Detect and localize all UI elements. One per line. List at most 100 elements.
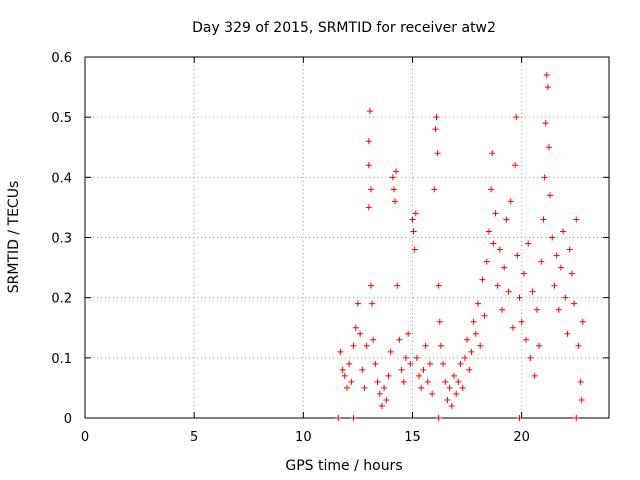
- data-point: [350, 415, 357, 421]
- data-point: [442, 378, 449, 385]
- data-point: [499, 306, 506, 313]
- data-point: [385, 372, 392, 379]
- x-tick-label: 0: [81, 430, 89, 445]
- x-tick-label: 10: [295, 430, 312, 445]
- data-point: [516, 415, 523, 421]
- data-point: [370, 336, 377, 343]
- data-point: [457, 360, 464, 367]
- data-point: [396, 336, 403, 343]
- data-point: [525, 240, 532, 247]
- data-point: [568, 270, 575, 277]
- data-point: [488, 186, 495, 193]
- data-point: [538, 258, 545, 265]
- data-point: [435, 415, 442, 421]
- y-tick-label: 0.1: [51, 352, 72, 367]
- data-point: [346, 360, 353, 367]
- data-point: [475, 300, 481, 307]
- data-point: [578, 396, 585, 403]
- data-point: [571, 300, 578, 307]
- data-point: [368, 186, 375, 193]
- data-point: [392, 198, 399, 205]
- y-axis-label: SRMTID / TECUs: [6, 181, 22, 294]
- data-point: [381, 384, 388, 391]
- data-point: [485, 228, 492, 235]
- data-point: [496, 246, 503, 253]
- data-point: [400, 378, 407, 385]
- data-point: [541, 174, 548, 181]
- data-point: [407, 360, 414, 367]
- data-point: [429, 390, 436, 397]
- data-point: [560, 228, 567, 235]
- data-point: [434, 150, 441, 157]
- data-point: [410, 228, 417, 235]
- data-point: [365, 162, 372, 169]
- data-point: [412, 210, 419, 217]
- data-point: [579, 318, 586, 325]
- data-point: [472, 330, 479, 337]
- data-point: [369, 300, 376, 307]
- data-point: [492, 210, 499, 217]
- data-point: [513, 114, 520, 121]
- data-point: [405, 330, 412, 337]
- data-point: [520, 270, 527, 277]
- data-point: [366, 108, 373, 115]
- data-point: [494, 282, 501, 289]
- data-point: [505, 288, 512, 295]
- data-point: [348, 378, 355, 385]
- data-point: [372, 360, 379, 367]
- data-point: [573, 415, 580, 421]
- data-point: [374, 378, 381, 385]
- data-point: [432, 126, 439, 133]
- y-tick-label: 0.6: [51, 51, 72, 66]
- data-point: [387, 348, 394, 355]
- data-point: [533, 306, 540, 313]
- y-tick-label: 0.2: [51, 292, 72, 307]
- data-point: [402, 354, 409, 361]
- chart-title: Day 329 of 2015, SRMTID for receiver atw…: [192, 20, 496, 36]
- data-point: [383, 396, 390, 403]
- data-point: [523, 336, 530, 343]
- data-point: [431, 186, 438, 193]
- data-point: [555, 306, 562, 313]
- data-point: [466, 366, 473, 373]
- data-point: [341, 372, 348, 379]
- data-point: [365, 138, 372, 145]
- data-point: [424, 378, 431, 385]
- data-point: [444, 396, 451, 403]
- data-point: [436, 318, 443, 325]
- data-point: [566, 246, 573, 253]
- data-point: [507, 198, 514, 205]
- data-point: [503, 216, 510, 223]
- data-point: [440, 360, 447, 367]
- data-points: [335, 72, 586, 421]
- y-tick-label: 0: [64, 412, 72, 427]
- data-point: [527, 354, 534, 361]
- data-point: [357, 330, 364, 337]
- data-point: [411, 246, 418, 253]
- data-point: [409, 216, 416, 223]
- data-point: [361, 384, 368, 391]
- data-point: [433, 114, 440, 121]
- data-point: [551, 282, 558, 289]
- x-axis-label: GPS time / hours: [285, 458, 402, 474]
- data-point: [516, 294, 523, 301]
- data-point: [470, 318, 477, 325]
- data-point: [359, 366, 366, 373]
- data-point: [435, 282, 442, 289]
- data-point: [337, 348, 344, 355]
- data-point: [352, 324, 359, 331]
- data-point: [575, 342, 582, 349]
- data-point: [420, 366, 427, 373]
- y-tick-label: 0.3: [51, 232, 72, 247]
- data-point: [514, 252, 521, 259]
- data-point: [344, 384, 350, 391]
- data-point: [393, 168, 400, 175]
- data-point: [426, 360, 433, 367]
- data-point: [422, 342, 429, 349]
- x-axis: 0 5 10 15 20: [81, 57, 530, 445]
- data-point: [540, 216, 547, 223]
- data-point: [529, 288, 536, 295]
- data-point: [339, 366, 346, 373]
- y-tick-label: 0.5: [51, 111, 72, 126]
- data-point: [557, 264, 564, 271]
